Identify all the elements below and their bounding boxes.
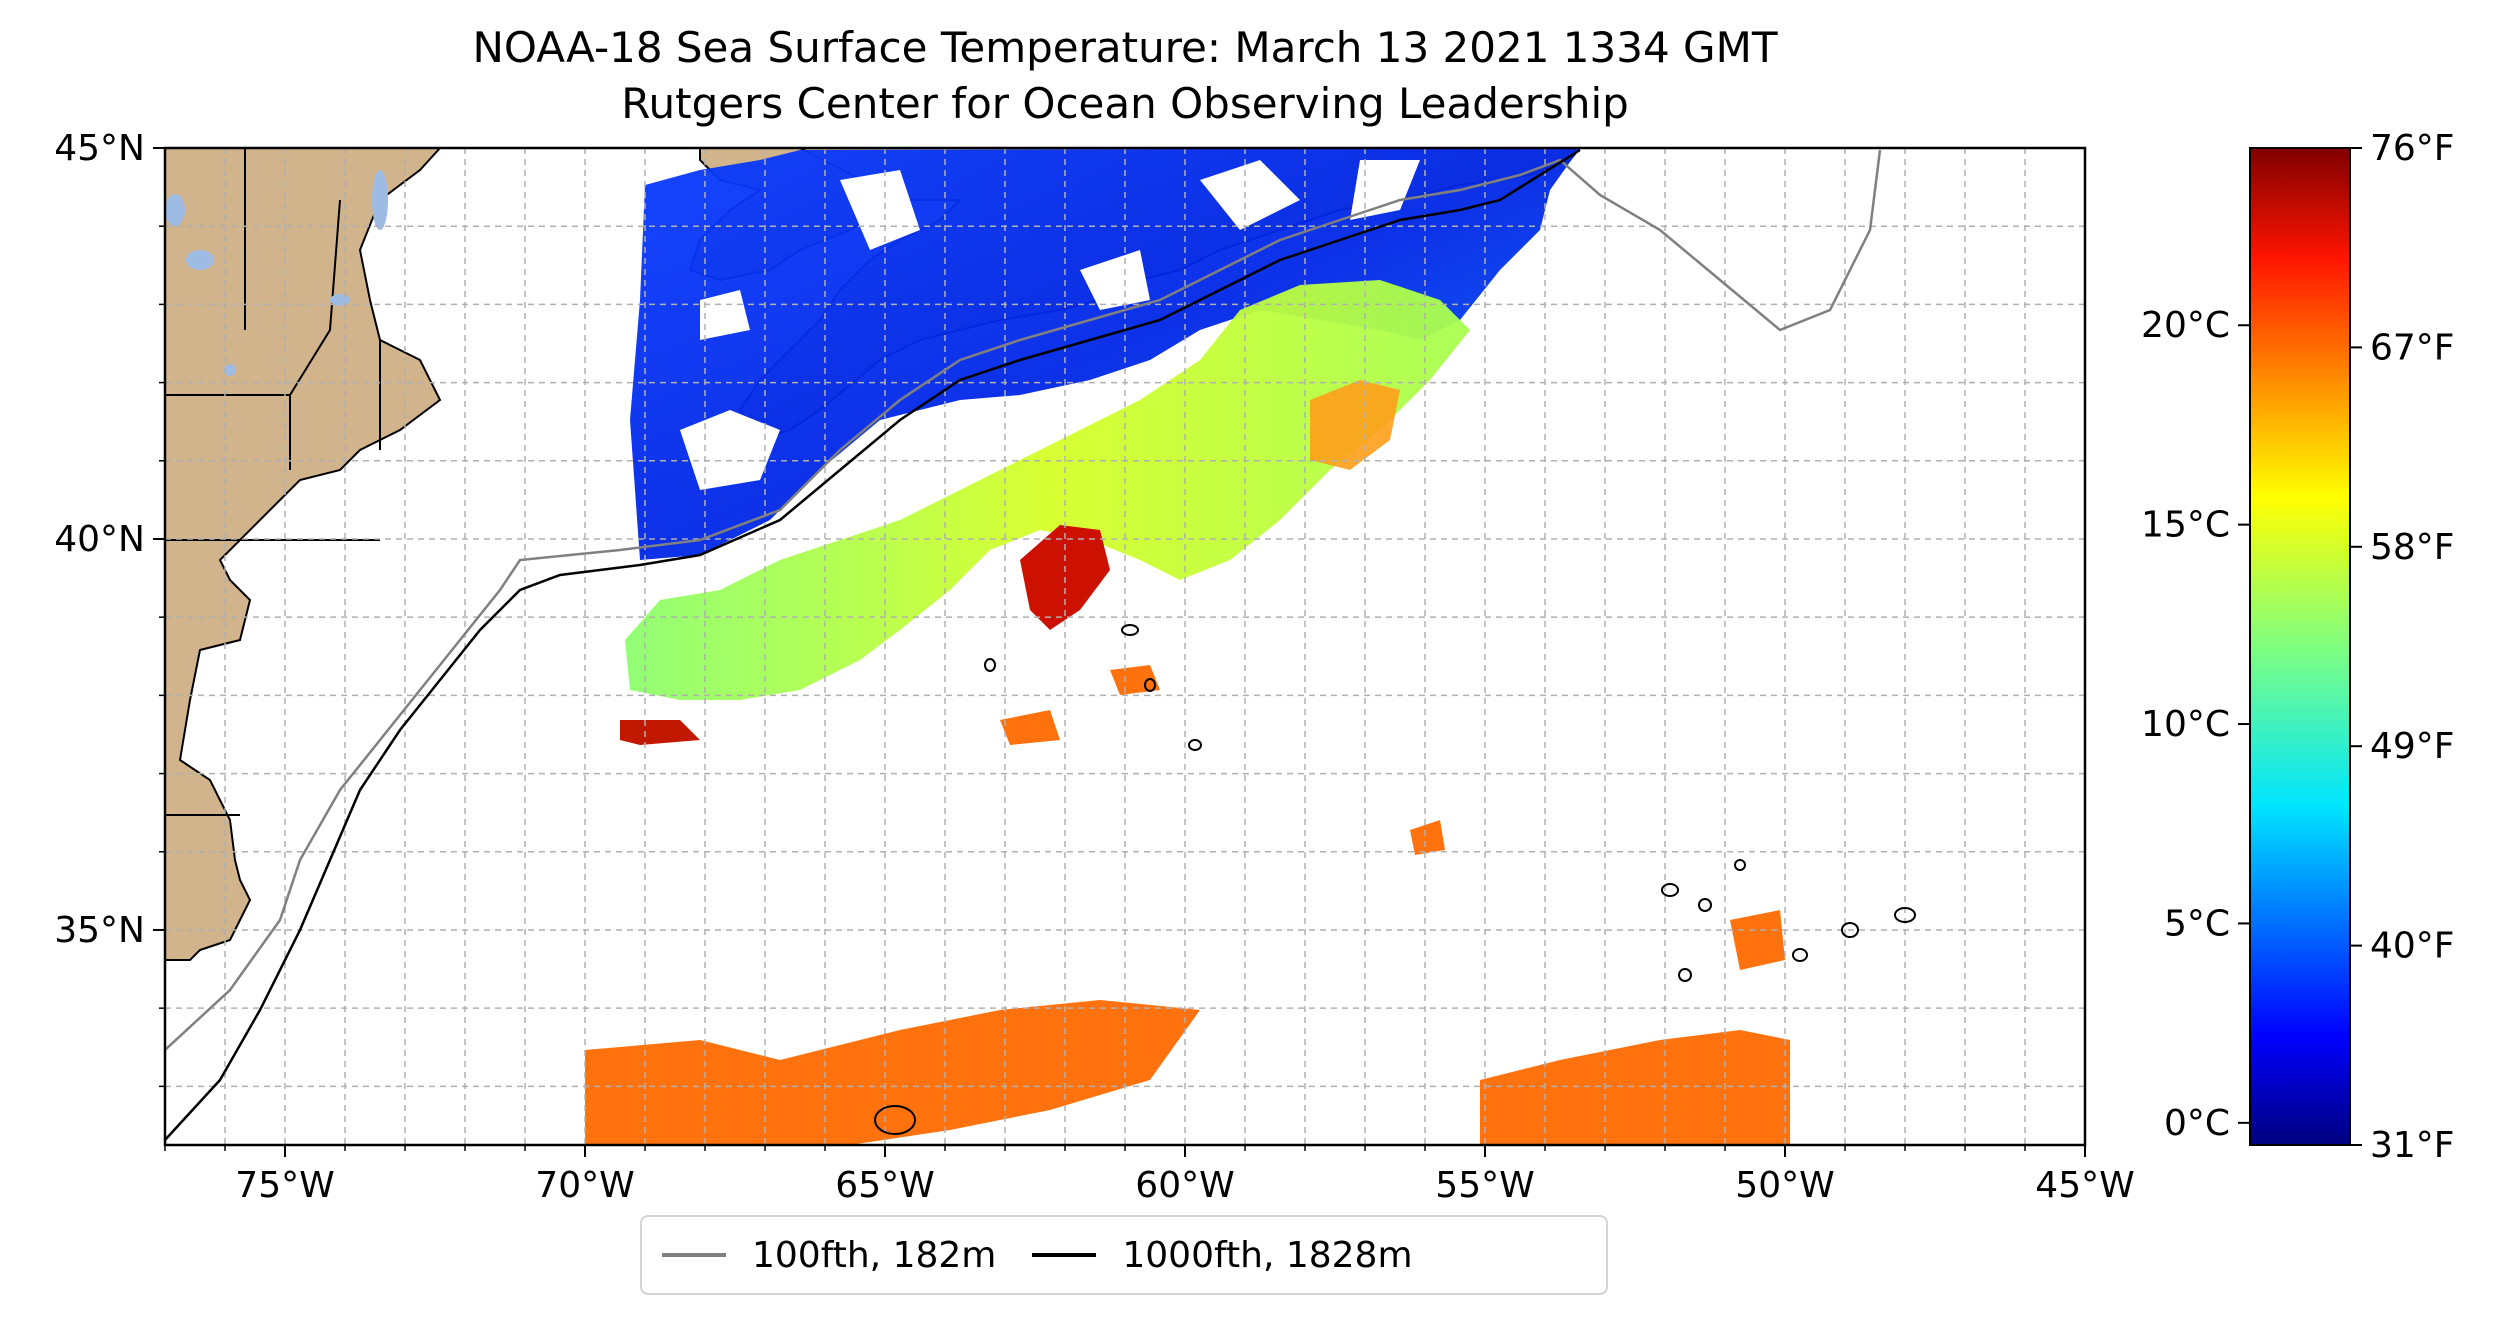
- title-line-1: NOAA-18 Sea Surface Temperature: March 1…: [472, 23, 1778, 72]
- colorbar-celsius-label: 20°C: [2141, 305, 2230, 346]
- sst-hot-strip: [620, 720, 700, 745]
- legend-item-1000fth: 1000fth, 1828m: [1032, 1234, 1413, 1276]
- colorbar-fahrenheit-label: 31°F: [2370, 1125, 2455, 1166]
- colorbar-celsius-label: 0°C: [2164, 1103, 2230, 1144]
- sst-gulf-stream-warm-band: [625, 280, 1470, 700]
- legend-label-1000fth: 1000fth, 1828m: [1122, 1234, 1413, 1276]
- lat-tick-label: 45°N: [54, 128, 145, 169]
- latitude-axis: 35°N 40°N 45°N: [54, 128, 165, 1088]
- colorbar-fahrenheit-label: 58°F: [2370, 527, 2455, 568]
- contour-100fth: [165, 149, 1882, 1051]
- state-borders: [165, 148, 381, 816]
- legend-swatch-black: [1032, 1253, 1097, 1257]
- lat-tick-label: 35°N: [54, 910, 145, 951]
- lon-tick-label: 65°W: [835, 1165, 934, 1206]
- longitude-axis: 75°W 70°W 65°W 60°W 55°W 50°W 45°W: [164, 1145, 2135, 1206]
- colorbar-fahrenheit-label: 49°F: [2370, 726, 2455, 767]
- contour-legend: 100fth, 182m 1000fth, 1828m: [640, 1215, 1608, 1295]
- colorbar-celsius-label: 10°C: [2141, 704, 2230, 745]
- lon-tick-label: 60°W: [1135, 1165, 1234, 1206]
- inland-water: [165, 170, 388, 376]
- colorbar: [2249, 147, 2351, 1146]
- seamount-contours: [874, 624, 1916, 1135]
- figure-title: NOAA-18 Sea Surface Temperature: March 1…: [165, 20, 2085, 132]
- colorbar-fahrenheit-axis: 31°F 40°F 49°F 58°F 67°F 76°F: [2350, 128, 2455, 1166]
- legend-item-100fth: 100fth, 182m: [662, 1235, 996, 1276]
- colorbar-fahrenheit-label: 40°F: [2370, 926, 2455, 967]
- gridlines: [165, 148, 2085, 1145]
- legend-label-100fth: 100fth, 182m: [752, 1234, 997, 1276]
- lon-tick-label: 75°W: [235, 1165, 334, 1206]
- lon-tick-label: 50°W: [1735, 1165, 1834, 1206]
- lon-tick-label: 70°W: [535, 1165, 634, 1206]
- lon-tick-label: 55°W: [1435, 1165, 1534, 1206]
- colorbar-fahrenheit-label: 76°F: [2370, 128, 2455, 169]
- colorbar-celsius-axis: 0°C 5°C 10°C 15°C 20°C: [2141, 305, 2250, 1144]
- lon-tick-label: 45°W: [2035, 1165, 2134, 1206]
- sst-southern-warm-patches: [585, 665, 1790, 1145]
- lat-tick-label: 40°N: [54, 519, 145, 560]
- colorbar-fahrenheit-label: 67°F: [2370, 327, 2455, 368]
- legend-swatch-gray: [662, 1253, 726, 1257]
- sst-warm-core-eddy: [1310, 380, 1400, 470]
- colorbar-celsius-label: 15°C: [2141, 505, 2230, 546]
- contour-1000fth: [165, 148, 1581, 1141]
- map-contents: [165, 148, 2085, 1145]
- colorbar-celsius-label: 5°C: [2164, 903, 2230, 944]
- title-line-2: Rutgers Center for Ocean Observing Leade…: [621, 79, 1629, 128]
- sst-cold-shelf-water: [630, 148, 1580, 560]
